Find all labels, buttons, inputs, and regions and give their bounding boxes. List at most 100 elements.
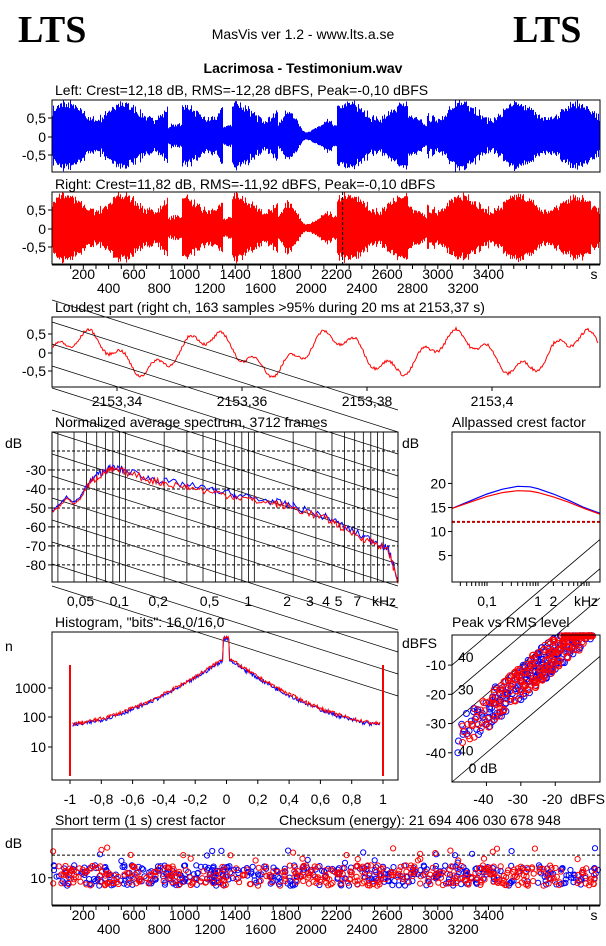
- scatter-point: [574, 879, 581, 887]
- scatter-point: [470, 733, 478, 741]
- scatter-point: [437, 874, 445, 881]
- histogram-x-tick-label: 0,8: [342, 791, 362, 807]
- spectrum-y-tick-label: -80: [26, 557, 46, 573]
- scatter-point: [528, 655, 536, 663]
- shortcrest-time-tick-label: 1200: [194, 921, 225, 937]
- scatter-point: [194, 870, 201, 877]
- peakrms-x-unit: dBFS: [570, 791, 605, 807]
- scatter-point: [405, 879, 412, 886]
- scatter-point: [396, 867, 403, 874]
- peakrms-diagonal: [451, 597, 601, 724]
- spectrum-x-tick-label: 7: [353, 593, 361, 609]
- shortcrest-time-tick-label: 2200: [321, 907, 352, 923]
- scatter-point: [182, 867, 189, 874]
- scatter-point: [257, 877, 264, 885]
- scatter-point: [370, 880, 377, 888]
- scatter-point: [180, 852, 187, 859]
- scatter-point: [366, 882, 373, 889]
- scatter-point: [511, 872, 519, 880]
- scatter-point: [495, 712, 503, 720]
- scatter-point: [574, 871, 582, 879]
- peakrms-diag-label: 30: [458, 681, 474, 697]
- spectrum-y-tick-label: -30: [26, 462, 46, 478]
- left-waveform: [52, 100, 600, 172]
- loudest-title: Loudest part (right ch, 163 samples >95%…: [55, 299, 485, 315]
- histogram-x-tick-label: 0,6: [311, 791, 331, 807]
- scatter-point: [82, 868, 89, 875]
- scatter-point: [575, 646, 583, 654]
- spectrum-slope-line: [51, 431, 399, 543]
- scatter-point: [545, 880, 552, 887]
- loudest-x-tick-label: 2153,34: [92, 393, 143, 409]
- scatter-point: [570, 874, 577, 882]
- scatter-point: [562, 876, 569, 883]
- scatter-point: [524, 880, 531, 887]
- histogram-x-tick-label: -0,6: [121, 791, 145, 807]
- scatter-point: [305, 880, 312, 887]
- scatter-point: [147, 877, 154, 884]
- scatter-point: [175, 882, 182, 889]
- scatter-point: [345, 879, 352, 886]
- scatter-point: [395, 882, 402, 889]
- spectrum-x-tick-label: 0,05: [67, 593, 94, 609]
- shortcrest-plot-frame: [51, 828, 601, 906]
- right-y-tick-label: 0: [38, 221, 46, 237]
- scatter-point: [394, 873, 401, 880]
- spectrum-slope-line: [51, 453, 399, 565]
- scatter-point: [360, 878, 368, 885]
- scatter-point: [170, 866, 177, 873]
- scatter-point: [458, 862, 465, 870]
- time-tick-label: 3000: [422, 266, 453, 282]
- scatter-point: [156, 864, 163, 872]
- scatter-point: [193, 876, 200, 883]
- scatter-point: [497, 867, 504, 875]
- scatter-point: [367, 862, 374, 869]
- scatter-point: [548, 864, 555, 871]
- scatter-point: [550, 644, 558, 652]
- scatter-point: [322, 872, 329, 879]
- scatter-point: [550, 875, 557, 882]
- scatter-point: [162, 879, 169, 886]
- scatter-point: [373, 868, 380, 875]
- scatter-point: [233, 875, 240, 883]
- peakrms-x-tick-label: -40: [473, 791, 493, 807]
- scatter-point: [390, 845, 397, 852]
- time-tick-label: 2800: [397, 280, 428, 296]
- scatter-point: [486, 864, 493, 871]
- scatter-point: [531, 845, 539, 852]
- scatter-point: [210, 863, 217, 870]
- scatter-point: [436, 869, 443, 876]
- scatter-point: [503, 695, 510, 703]
- scatter-point: [140, 866, 147, 873]
- scatter-point: [187, 881, 194, 889]
- time-tick-label: 3400: [473, 266, 504, 282]
- shortcrest-time-tick-label: 1000: [169, 907, 200, 923]
- scatter-point: [541, 666, 549, 674]
- scatter-point: [206, 871, 213, 878]
- scatter-point: [516, 666, 524, 673]
- scatter-point: [485, 723, 493, 731]
- scatter-point: [199, 875, 206, 882]
- scatter-point: [429, 864, 436, 871]
- crest-x-tick-label: 2: [549, 593, 557, 609]
- scatter-point: [378, 872, 385, 879]
- scatter-point: [70, 876, 78, 883]
- scatter-point: [412, 866, 419, 874]
- scatter-point: [343, 852, 350, 859]
- scatter-point: [567, 866, 574, 874]
- time-tick-label: 2200: [321, 266, 352, 282]
- spectrum-slope-line: [51, 343, 399, 455]
- time-tick-label: 2600: [372, 266, 403, 282]
- scatter-point: [582, 873, 589, 880]
- scatter-point: [359, 880, 366, 887]
- scatter-point: [268, 879, 275, 886]
- scatter-point: [585, 632, 593, 640]
- scatter-point: [448, 863, 455, 870]
- scatter-point: [187, 855, 194, 862]
- scatter-point: [467, 874, 475, 881]
- shortcrest-y-tick-label: 10: [30, 870, 46, 886]
- scatter-point: [135, 869, 142, 876]
- scatter-point: [263, 873, 270, 880]
- crest-x-unit: kHz: [574, 593, 598, 609]
- scatter-point: [417, 850, 424, 858]
